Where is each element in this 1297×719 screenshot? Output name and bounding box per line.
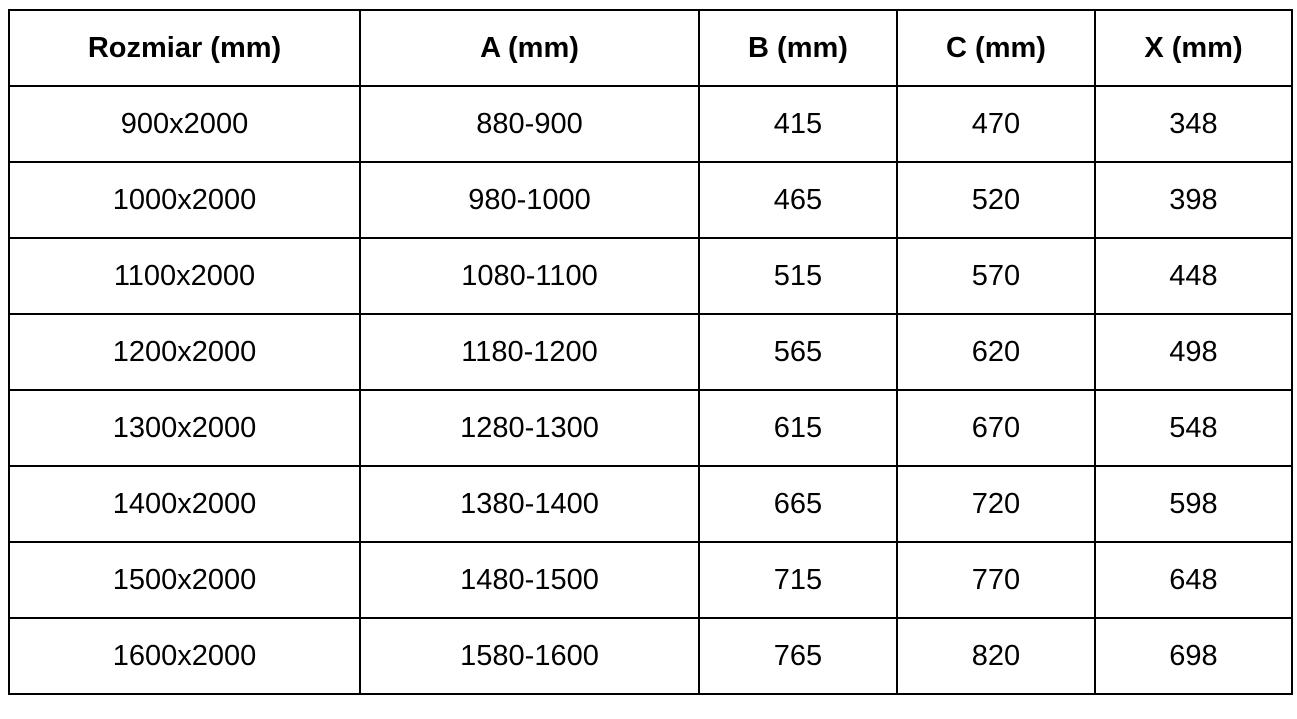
cell-a: 1080-1100 <box>359 237 700 315</box>
cell-a: 980-1000 <box>359 161 700 239</box>
cell-b: 465 <box>698 161 898 239</box>
cell-b: 665 <box>698 465 898 543</box>
cell-rozmiar: 1300x2000 <box>8 389 361 467</box>
cell-c: 720 <box>896 465 1096 543</box>
cell-x: 698 <box>1094 617 1293 695</box>
cell-c: 770 <box>896 541 1096 619</box>
cell-c: 670 <box>896 389 1096 467</box>
cell-a: 1380-1400 <box>359 465 700 543</box>
table-row: 900x2000 880-900 415 470 348 <box>8 85 1293 163</box>
cell-b: 765 <box>698 617 898 695</box>
cell-rozmiar: 1600x2000 <box>8 617 361 695</box>
table-row: 1000x2000 980-1000 465 520 398 <box>8 161 1293 239</box>
dimensions-table: Rozmiar (mm) A (mm) B (mm) C (mm) X (mm)… <box>8 9 1293 695</box>
cell-b: 615 <box>698 389 898 467</box>
cell-c: 520 <box>896 161 1096 239</box>
cell-a: 1580-1600 <box>359 617 700 695</box>
table-row: 1400x2000 1380-1400 665 720 598 <box>8 465 1293 543</box>
cell-rozmiar: 1000x2000 <box>8 161 361 239</box>
header-row: Rozmiar (mm) A (mm) B (mm) C (mm) X (mm) <box>8 9 1293 87</box>
cell-x: 398 <box>1094 161 1293 239</box>
cell-c: 570 <box>896 237 1096 315</box>
cell-a: 1480-1500 <box>359 541 700 619</box>
header-a: A (mm) <box>359 9 700 87</box>
cell-x: 498 <box>1094 313 1293 391</box>
cell-rozmiar: 1400x2000 <box>8 465 361 543</box>
cell-c: 620 <box>896 313 1096 391</box>
cell-b: 715 <box>698 541 898 619</box>
header-rozmiar: Rozmiar (mm) <box>8 9 361 87</box>
cell-c: 470 <box>896 85 1096 163</box>
cell-rozmiar: 900x2000 <box>8 85 361 163</box>
table-row: 1600x2000 1580-1600 765 820 698 <box>8 617 1293 695</box>
cell-a: 1180-1200 <box>359 313 700 391</box>
cell-rozmiar: 1100x2000 <box>8 237 361 315</box>
table-row: 1300x2000 1280-1300 615 670 548 <box>8 389 1293 467</box>
cell-b: 565 <box>698 313 898 391</box>
cell-a: 1280-1300 <box>359 389 700 467</box>
cell-c: 820 <box>896 617 1096 695</box>
cell-rozmiar: 1200x2000 <box>8 313 361 391</box>
header-b: B (mm) <box>698 9 898 87</box>
table-row: 1100x2000 1080-1100 515 570 448 <box>8 237 1293 315</box>
cell-x: 598 <box>1094 465 1293 543</box>
cell-b: 515 <box>698 237 898 315</box>
cell-b: 415 <box>698 85 898 163</box>
header-c: C (mm) <box>896 9 1096 87</box>
cell-rozmiar: 1500x2000 <box>8 541 361 619</box>
table-row: 1200x2000 1180-1200 565 620 498 <box>8 313 1293 391</box>
cell-x: 548 <box>1094 389 1293 467</box>
header-x: X (mm) <box>1094 9 1293 87</box>
cell-x: 348 <box>1094 85 1293 163</box>
cell-a: 880-900 <box>359 85 700 163</box>
table-row: 1500x2000 1480-1500 715 770 648 <box>8 541 1293 619</box>
cell-x: 448 <box>1094 237 1293 315</box>
cell-x: 648 <box>1094 541 1293 619</box>
